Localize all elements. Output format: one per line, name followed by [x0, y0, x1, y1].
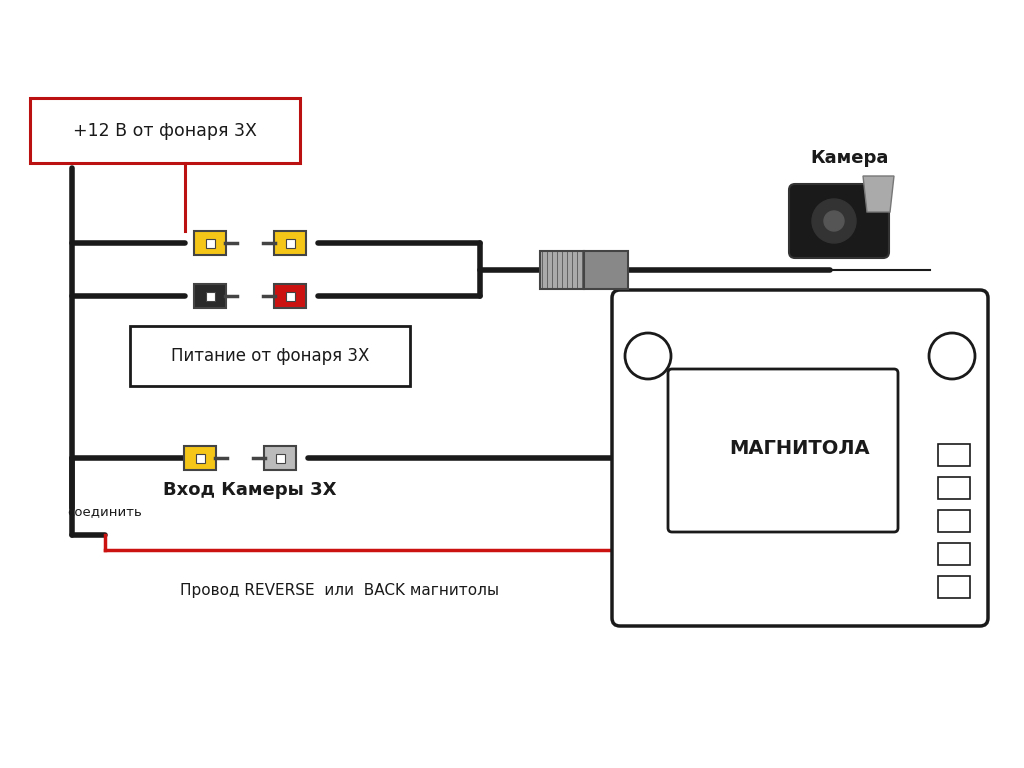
FancyBboxPatch shape — [938, 444, 970, 466]
FancyBboxPatch shape — [130, 326, 410, 386]
Text: МАГНИТОЛА: МАГНИТОЛА — [730, 439, 870, 458]
FancyBboxPatch shape — [194, 284, 226, 308]
FancyBboxPatch shape — [938, 543, 970, 565]
FancyBboxPatch shape — [30, 98, 300, 163]
Circle shape — [824, 211, 844, 231]
FancyBboxPatch shape — [612, 290, 988, 626]
FancyBboxPatch shape — [286, 292, 295, 300]
FancyBboxPatch shape — [274, 284, 306, 308]
FancyBboxPatch shape — [584, 250, 628, 289]
FancyBboxPatch shape — [938, 576, 970, 598]
FancyBboxPatch shape — [275, 453, 285, 462]
FancyBboxPatch shape — [668, 369, 898, 532]
FancyBboxPatch shape — [194, 231, 226, 255]
FancyBboxPatch shape — [286, 239, 295, 247]
Text: Вход Камеры 3Х: Вход Камеры 3Х — [163, 481, 337, 499]
Circle shape — [812, 199, 856, 243]
FancyBboxPatch shape — [790, 184, 889, 258]
Text: +12 В от фонаря 3Х: +12 В от фонаря 3Х — [73, 122, 257, 140]
FancyBboxPatch shape — [196, 453, 205, 462]
Text: соединить: соединить — [68, 505, 142, 518]
FancyBboxPatch shape — [184, 446, 216, 470]
Polygon shape — [863, 176, 894, 212]
FancyBboxPatch shape — [540, 250, 584, 289]
Text: Провод REVERSE  или  BACK магнитолы: Провод REVERSE или BACK магнитолы — [180, 582, 500, 598]
Text: Камера: Камера — [811, 149, 889, 167]
FancyBboxPatch shape — [264, 446, 296, 470]
FancyBboxPatch shape — [206, 239, 214, 247]
FancyBboxPatch shape — [206, 292, 214, 300]
FancyBboxPatch shape — [938, 477, 970, 499]
Text: Питание: Питание — [206, 329, 294, 347]
FancyBboxPatch shape — [274, 231, 306, 255]
Text: Питание от фонаря 3Х: Питание от фонаря 3Х — [171, 347, 370, 365]
FancyBboxPatch shape — [938, 510, 970, 532]
